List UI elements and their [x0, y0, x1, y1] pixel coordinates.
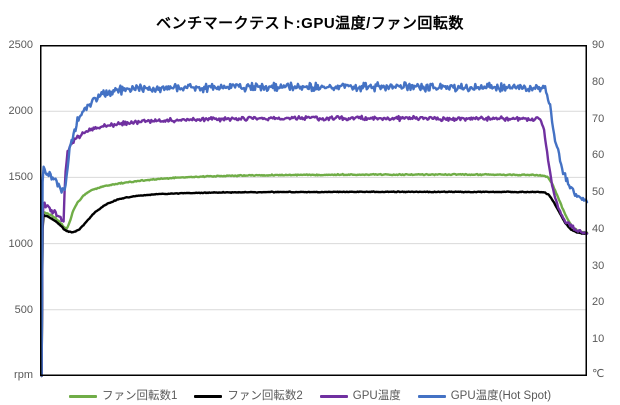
series-line-2: [40, 190, 589, 378]
series-line-3: [40, 114, 589, 377]
right-axis-tick-50: 50: [592, 186, 605, 199]
legend-item-2: ファン回転数2: [194, 389, 303, 403]
left-axis-tick-1000: 1000: [8, 237, 33, 250]
plot-area: [40, 45, 589, 378]
series-line-4: [40, 81, 589, 377]
legend-label: GPU温度(Hot Spot): [450, 390, 552, 402]
legend-item-1: ファン回転数1: [68, 389, 178, 403]
left-axis-tick-2000: 2000: [8, 105, 33, 118]
legend-item-4: GPU温度(Hot Spot): [417, 389, 552, 403]
left-axis-tick-500: 500: [14, 303, 33, 316]
chart-title: ベンチマークテスト:GPU温度/ファン回転数: [156, 15, 464, 32]
right-axis-tick-70: 70: [592, 112, 605, 125]
series-line-1: [40, 172, 589, 378]
legend-label: ファン回転数1: [101, 390, 178, 402]
right-axis-tick-80: 80: [592, 75, 605, 88]
legend-swatch-icon: [319, 394, 348, 398]
legend-swatch-icon: [68, 394, 97, 398]
legend-item-3: GPU温度: [319, 389, 401, 403]
right-axis-tick-60: 60: [592, 149, 605, 162]
legend-label: GPU温度: [352, 390, 401, 402]
right-axis-unit-celsius: ℃: [592, 368, 605, 380]
right-axis-tick-40: 40: [592, 222, 605, 235]
plot-border: [40, 45, 587, 376]
left-axis-tick-1500: 1500: [8, 171, 33, 184]
right-axis-tick-20: 20: [592, 296, 605, 309]
legend-label: ファン回転数2: [227, 390, 303, 402]
legend-swatch-icon: [194, 394, 223, 398]
legend-swatch-icon: [417, 394, 446, 398]
chart-legend: ファン回転数1 ファン回転数2 GPU温度 GPU温度(Hot Spot): [0, 388, 620, 404]
left-axis-unit-rpm: rpm: [14, 369, 33, 381]
right-axis-tick-10: 10: [592, 333, 605, 346]
right-axis-tick-90: 90: [592, 39, 605, 51]
left-axis-tick-2500: 2500: [8, 39, 33, 51]
right-axis-tick-30: 30: [592, 259, 605, 272]
